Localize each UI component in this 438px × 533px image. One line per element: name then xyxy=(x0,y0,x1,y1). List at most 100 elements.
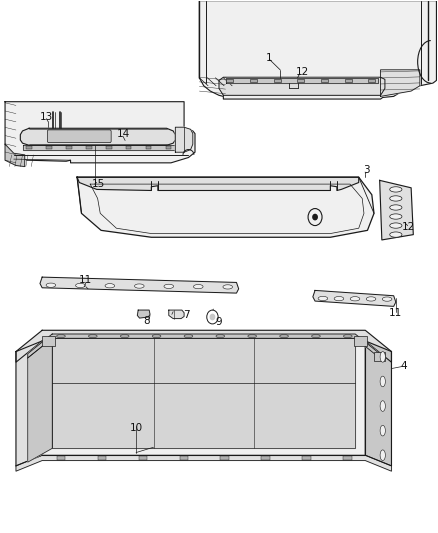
Ellipse shape xyxy=(334,296,344,301)
Ellipse shape xyxy=(350,297,360,301)
Ellipse shape xyxy=(390,187,402,192)
Polygon shape xyxy=(5,144,25,166)
Ellipse shape xyxy=(46,283,56,287)
Bar xyxy=(146,147,152,149)
Bar xyxy=(297,79,304,82)
Polygon shape xyxy=(40,277,239,293)
Bar xyxy=(138,456,147,460)
Ellipse shape xyxy=(380,425,385,436)
Bar xyxy=(126,147,131,149)
Ellipse shape xyxy=(223,285,233,289)
Text: 8: 8 xyxy=(144,316,150,326)
Ellipse shape xyxy=(152,335,161,338)
Ellipse shape xyxy=(390,232,402,237)
Ellipse shape xyxy=(105,284,115,288)
Ellipse shape xyxy=(343,335,352,338)
Bar xyxy=(303,456,311,460)
Text: 12: 12 xyxy=(402,222,415,232)
Ellipse shape xyxy=(164,284,173,288)
Ellipse shape xyxy=(184,335,193,338)
Bar xyxy=(220,456,229,460)
Text: 9: 9 xyxy=(215,317,223,327)
Polygon shape xyxy=(20,128,175,146)
Ellipse shape xyxy=(248,335,257,338)
Bar xyxy=(354,336,367,346)
Ellipse shape xyxy=(216,335,225,338)
Bar xyxy=(345,79,352,82)
Text: 13: 13 xyxy=(40,111,53,122)
Bar xyxy=(180,456,188,460)
Bar xyxy=(261,456,270,460)
Polygon shape xyxy=(199,1,436,99)
Bar xyxy=(374,352,385,361)
Polygon shape xyxy=(16,330,392,362)
Polygon shape xyxy=(365,341,392,466)
Polygon shape xyxy=(381,70,420,96)
Ellipse shape xyxy=(57,335,65,338)
Ellipse shape xyxy=(88,335,97,338)
Bar xyxy=(67,147,71,149)
Polygon shape xyxy=(28,338,52,462)
Bar xyxy=(321,79,328,82)
Polygon shape xyxy=(175,127,193,152)
FancyBboxPatch shape xyxy=(47,130,111,143)
Ellipse shape xyxy=(380,352,385,362)
Text: 7: 7 xyxy=(183,310,190,320)
Ellipse shape xyxy=(390,214,402,219)
Bar xyxy=(57,456,65,460)
Polygon shape xyxy=(16,455,392,471)
Bar xyxy=(343,456,352,460)
Polygon shape xyxy=(313,290,396,306)
Text: 12: 12 xyxy=(295,67,309,77)
Ellipse shape xyxy=(120,335,129,338)
Polygon shape xyxy=(22,146,175,150)
Polygon shape xyxy=(77,177,374,237)
Polygon shape xyxy=(219,77,385,95)
Polygon shape xyxy=(77,177,359,190)
Text: 10: 10 xyxy=(130,423,143,433)
Bar xyxy=(46,147,52,149)
Polygon shape xyxy=(226,78,378,83)
Bar xyxy=(106,147,112,149)
Polygon shape xyxy=(28,334,380,358)
Polygon shape xyxy=(16,341,42,466)
Text: 1: 1 xyxy=(266,53,272,62)
Bar xyxy=(86,147,92,149)
Bar xyxy=(98,456,106,460)
Polygon shape xyxy=(52,338,355,448)
Bar xyxy=(274,79,281,82)
Ellipse shape xyxy=(280,335,288,338)
Polygon shape xyxy=(380,180,413,240)
Bar xyxy=(226,79,233,82)
Ellipse shape xyxy=(382,297,392,301)
Bar xyxy=(26,147,32,149)
Text: 4: 4 xyxy=(401,361,407,371)
Text: 15: 15 xyxy=(92,179,106,189)
Ellipse shape xyxy=(390,223,402,228)
Text: 14: 14 xyxy=(117,129,130,139)
Bar xyxy=(42,336,55,346)
Ellipse shape xyxy=(380,376,385,387)
Circle shape xyxy=(313,214,317,220)
Ellipse shape xyxy=(76,284,85,288)
Ellipse shape xyxy=(390,205,402,210)
Bar xyxy=(368,79,375,82)
Ellipse shape xyxy=(380,450,385,461)
Text: 11: 11 xyxy=(79,275,92,285)
Ellipse shape xyxy=(311,335,320,338)
Text: 3: 3 xyxy=(363,165,370,175)
Circle shape xyxy=(210,314,215,320)
Ellipse shape xyxy=(380,401,385,411)
Polygon shape xyxy=(138,310,150,318)
Text: 11: 11 xyxy=(389,308,403,318)
Polygon shape xyxy=(5,102,195,163)
Ellipse shape xyxy=(134,284,144,288)
Polygon shape xyxy=(42,341,365,455)
Bar xyxy=(166,147,171,149)
Ellipse shape xyxy=(390,196,402,201)
Ellipse shape xyxy=(318,296,328,301)
Bar xyxy=(250,79,257,82)
Ellipse shape xyxy=(194,285,203,289)
Ellipse shape xyxy=(366,297,376,301)
Polygon shape xyxy=(169,310,184,319)
